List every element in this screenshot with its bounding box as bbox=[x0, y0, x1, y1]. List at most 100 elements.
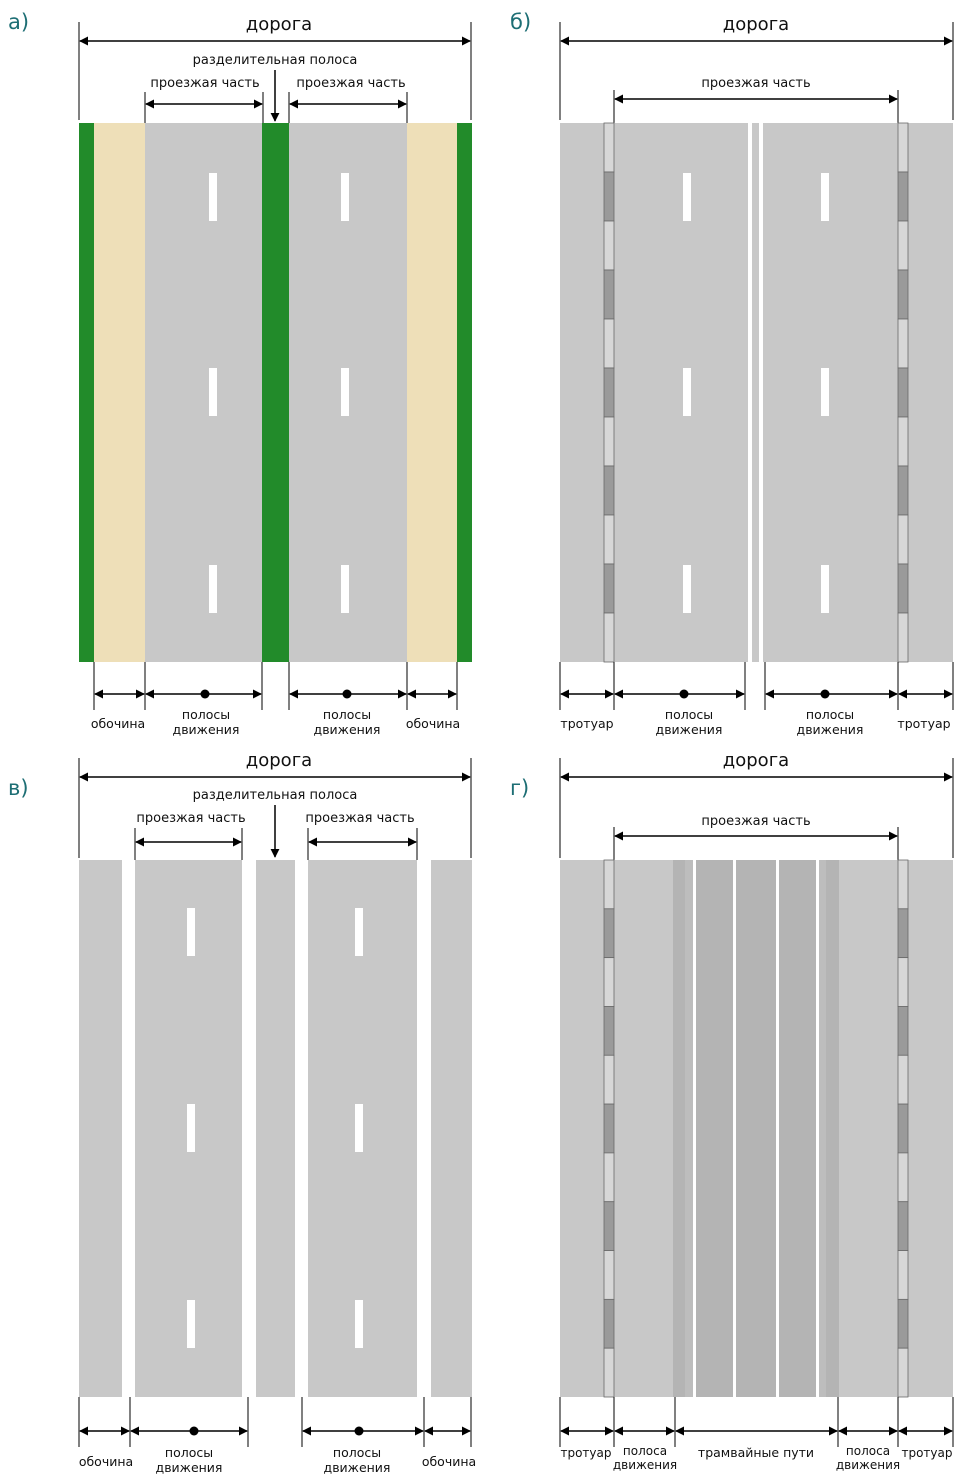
curb-block bbox=[897, 465, 909, 516]
panel-b-sidewalk-right-label: тротуар bbox=[897, 716, 950, 731]
panel-v-shoulder-right-label: обочина bbox=[422, 1454, 476, 1469]
panel-g-lane-left-label-1: полоса bbox=[623, 1444, 667, 1458]
curb-block bbox=[603, 1298, 615, 1349]
panel-g-sidewalk-right-label: тротуар bbox=[901, 1446, 952, 1460]
curb-block bbox=[603, 1152, 615, 1203]
curb-block bbox=[603, 514, 615, 565]
panel-v-divider-label: разделительная полоса bbox=[193, 788, 358, 803]
curb-block bbox=[603, 416, 615, 467]
curb-block bbox=[603, 1250, 615, 1300]
panel-g-tram-sleeper bbox=[816, 860, 826, 1397]
panel-a-lanes-right-label-2: движения bbox=[314, 722, 381, 737]
panel-g-lane-right-label-1: полоса bbox=[846, 1444, 890, 1458]
curb-block bbox=[603, 171, 615, 222]
panel-g-tram-rail bbox=[693, 860, 696, 1397]
curb-block bbox=[897, 1054, 909, 1105]
panel-v-lanes-right-label-1: полосы bbox=[333, 1445, 381, 1460]
panel-v-lane-marking bbox=[187, 1104, 195, 1152]
panel-a-lane-marking bbox=[209, 368, 217, 416]
curb-block bbox=[897, 514, 909, 565]
curb-block bbox=[603, 1006, 615, 1056]
curb-block bbox=[603, 318, 615, 369]
curb-block bbox=[603, 563, 615, 614]
panel-b-lane-marking bbox=[683, 173, 691, 221]
curb-block bbox=[603, 269, 615, 320]
panel-a-grass-right bbox=[457, 123, 472, 662]
panel-g: г) дорога проезжая часть тротуар поло bbox=[510, 750, 954, 1472]
panel-g-curb-right bbox=[897, 859, 909, 1398]
panel-b-lanes-left-label-1: полосы bbox=[665, 707, 713, 722]
panel-a-lane-marking bbox=[209, 565, 217, 613]
panel-b-lanes-left-dot bbox=[679, 689, 689, 699]
panel-v-road-label: дорога bbox=[246, 750, 312, 771]
curb-block bbox=[897, 122, 909, 173]
panel-v-lanes-left-label-2: движения bbox=[156, 1460, 223, 1475]
panel-a-divider-label: разделительная полоса bbox=[193, 53, 358, 68]
curb-block bbox=[897, 1298, 909, 1349]
curb-block bbox=[897, 318, 909, 369]
curb-block bbox=[603, 859, 615, 910]
curb-block bbox=[603, 1201, 615, 1251]
panel-b-sidewalk-left-label: тротуар bbox=[560, 716, 613, 731]
panel-v-lanes-right-label-2: движения bbox=[324, 1460, 391, 1475]
panel-g-tram-rail bbox=[776, 860, 779, 1397]
panel-b-lane-marking bbox=[821, 173, 829, 221]
panel-v-lane-marking bbox=[187, 908, 195, 956]
curb-block bbox=[897, 957, 909, 1007]
curb-block bbox=[603, 1103, 615, 1154]
panel-a-grass-left bbox=[79, 123, 94, 662]
curb-block bbox=[897, 908, 909, 959]
panel-a-carriageway-left-label: проезжая часть bbox=[150, 76, 259, 91]
panel-b-lanes-right-label-2: движения bbox=[797, 722, 864, 737]
panel-b-lane-marking bbox=[683, 368, 691, 416]
panel-b-curb-right bbox=[897, 122, 909, 663]
panel-b-lanes-left-label-2: движения bbox=[656, 722, 723, 737]
panel-g-tram-rail bbox=[816, 860, 819, 1397]
curb-block bbox=[603, 908, 615, 959]
panel-a-lane-marking bbox=[209, 173, 217, 221]
panel-v-lanes-left-dot bbox=[189, 1426, 199, 1436]
panel-a-carriageway-left bbox=[145, 123, 262, 662]
panel-a-carriageway-right-label: проезжая часть bbox=[296, 76, 405, 91]
panel-b-center-line bbox=[759, 123, 763, 662]
panel-a-shoulder-right bbox=[407, 123, 457, 662]
panel-a-lanes-right-label-1: полосы bbox=[323, 707, 371, 722]
panel-b-lane-marking bbox=[683, 565, 691, 613]
panel-a-label: а) bbox=[8, 10, 29, 34]
panel-v-lane-marking bbox=[187, 1300, 195, 1348]
curb-block bbox=[897, 563, 909, 614]
panel-b-lane-marking bbox=[821, 565, 829, 613]
panel-g-road-label: дорога bbox=[723, 750, 789, 771]
curb-block bbox=[897, 1006, 909, 1056]
curb-block bbox=[603, 612, 615, 663]
panel-v-label: в) bbox=[8, 776, 29, 800]
panel-v-carriageway-right-label: проезжая часть bbox=[305, 811, 414, 826]
panel-v-divider-strip bbox=[256, 860, 295, 1397]
panel-g-tram-sleeper bbox=[685, 860, 695, 1397]
panel-v-lanes-right-dot bbox=[354, 1426, 364, 1436]
panel-v-lane-marking bbox=[355, 908, 363, 956]
panel-a-divider-strip bbox=[262, 123, 289, 662]
panel-a-shoulder-left bbox=[94, 123, 145, 662]
panel-a-lanes-right-dot bbox=[342, 689, 352, 699]
panel-g-tram-area bbox=[673, 860, 839, 1397]
panel-b-carriageway-label: проезжая часть bbox=[701, 76, 810, 91]
panel-a-lane-marking bbox=[341, 368, 349, 416]
curb-block bbox=[603, 122, 615, 173]
curb-block bbox=[603, 367, 615, 418]
panel-a-lane-marking bbox=[341, 173, 349, 221]
panel-v-carriageway-left-label: проезжая часть bbox=[136, 811, 245, 826]
panel-a-lane-marking bbox=[341, 565, 349, 613]
panel-g-sidewalk-left-label: тротуар bbox=[560, 1446, 611, 1460]
panel-a-road-label: дорога bbox=[246, 14, 312, 35]
curb-block bbox=[897, 416, 909, 467]
curb-block bbox=[897, 1250, 909, 1300]
curb-block bbox=[897, 612, 909, 663]
panel-b-road-label: дорога bbox=[723, 14, 789, 35]
curb-block bbox=[603, 1054, 615, 1105]
panel-a-lanes-left-dot bbox=[200, 689, 210, 699]
panel-g-tram-label: трамвайные пути bbox=[698, 1445, 814, 1460]
curb-block bbox=[897, 367, 909, 418]
